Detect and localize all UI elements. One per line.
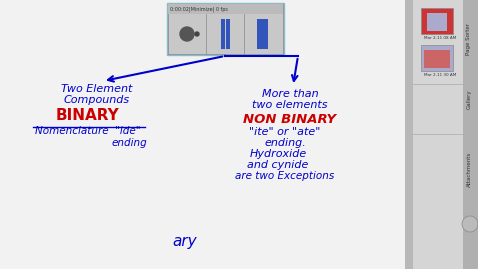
Text: Hydroxide: Hydroxide <box>250 149 306 159</box>
Text: Compounds: Compounds <box>64 95 130 105</box>
Circle shape <box>462 216 478 232</box>
Text: Mar 2-11 08 AM: Mar 2-11 08 AM <box>424 36 456 40</box>
Text: two elements: two elements <box>252 100 328 110</box>
Text: More than: More than <box>261 89 318 99</box>
Bar <box>427 13 447 31</box>
Bar <box>463 0 478 269</box>
Bar <box>405 0 413 269</box>
FancyBboxPatch shape <box>167 3 284 55</box>
Text: Gallery: Gallery <box>467 89 471 109</box>
Text: "ite" or "ate": "ite" or "ate" <box>250 127 321 137</box>
Circle shape <box>195 32 199 36</box>
Text: ending: ending <box>112 138 148 148</box>
Text: NON BINARY: NON BINARY <box>243 113 337 126</box>
Text: BINARY: BINARY <box>56 108 120 123</box>
Text: ending.: ending. <box>264 138 306 148</box>
Bar <box>421 8 453 34</box>
Bar <box>168 4 283 14</box>
Text: and cynide: and cynide <box>247 160 309 170</box>
Bar <box>413 0 478 269</box>
Bar <box>424 50 450 68</box>
Text: Two Element: Two Element <box>61 84 133 94</box>
Text: Nomenclature  "ide": Nomenclature "ide" <box>35 126 141 136</box>
Text: are two Exceptions: are two Exceptions <box>235 171 335 181</box>
Bar <box>168 4 283 54</box>
Text: 0:00:02|Minimize| 0 fps: 0:00:02|Minimize| 0 fps <box>170 6 228 12</box>
Text: Page Sorter: Page Sorter <box>467 23 471 55</box>
Circle shape <box>180 27 194 41</box>
Text: Attachments: Attachments <box>467 151 471 187</box>
Text: ary: ary <box>173 234 197 249</box>
Bar <box>257 19 268 49</box>
Bar <box>0 0 405 269</box>
Bar <box>221 19 225 49</box>
Text: Mar 2-11 30 AM: Mar 2-11 30 AM <box>424 73 456 77</box>
Bar <box>421 45 453 71</box>
Bar <box>226 19 230 49</box>
